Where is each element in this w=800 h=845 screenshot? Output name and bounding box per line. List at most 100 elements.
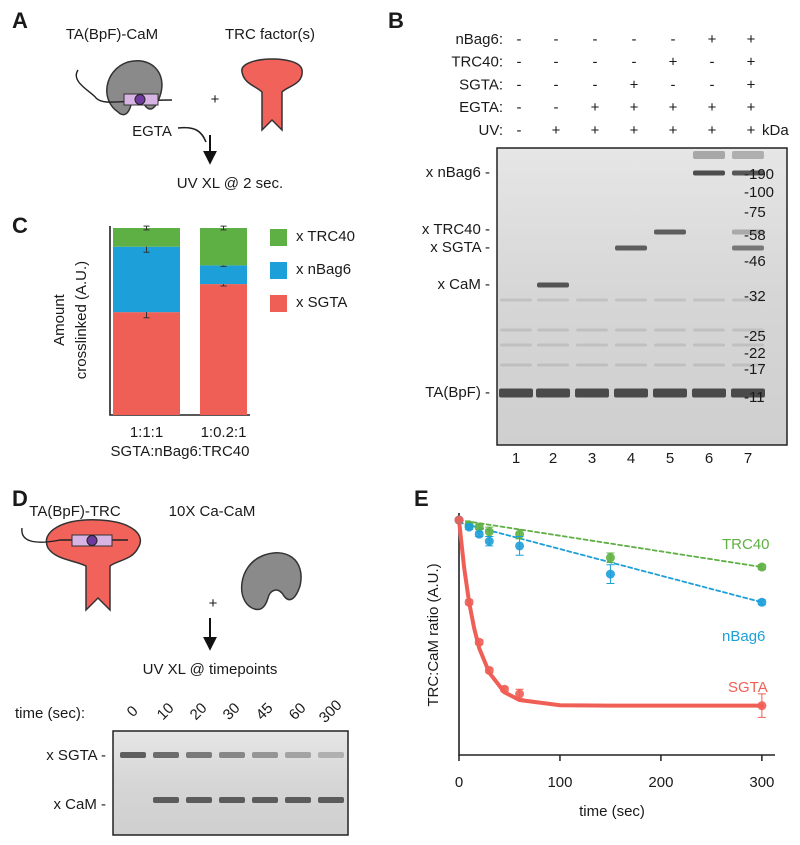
- band: [500, 298, 532, 302]
- band-label: x nBag6 -: [426, 164, 490, 181]
- condition-label: SGTA:: [459, 76, 503, 93]
- lane-label: 3: [588, 450, 596, 467]
- time-label: 0: [124, 703, 142, 721]
- band: [654, 328, 686, 332]
- band: [219, 797, 245, 803]
- band: [731, 388, 765, 398]
- condition-mark: -: [710, 54, 715, 71]
- legend-swatch: [270, 295, 287, 312]
- bar-segment: [200, 265, 247, 285]
- band: [537, 282, 569, 288]
- legend-label: x nBag6: [296, 261, 351, 278]
- plus: +: [211, 91, 220, 108]
- band: [732, 170, 764, 176]
- band: [693, 328, 725, 332]
- band: [537, 343, 569, 347]
- band: [285, 752, 311, 758]
- trc-complex-icon: [21, 519, 142, 612]
- plus: +: [209, 595, 218, 612]
- condition-mark: -: [593, 76, 598, 93]
- x-tick-label: 100: [547, 774, 572, 791]
- time-label: 60: [286, 700, 310, 724]
- legend-swatch: [270, 262, 287, 279]
- y-axis-label: Amount: [51, 293, 68, 346]
- band-label: x TRC40 -: [422, 221, 490, 238]
- band: [500, 328, 532, 332]
- condition-mark: +: [591, 99, 600, 116]
- band: [499, 388, 533, 398]
- substrate-label: TA(BpF)-TRC: [29, 503, 121, 520]
- band: [614, 388, 648, 398]
- band: [732, 245, 764, 251]
- condition-label: nBag6:: [455, 31, 503, 48]
- marker-label: -75: [744, 204, 766, 221]
- band: [654, 229, 686, 235]
- band: [576, 328, 608, 332]
- step-label: UV XL @ 2 sec.: [177, 175, 283, 192]
- condition-mark: +: [708, 122, 717, 139]
- band: [732, 343, 764, 347]
- data-point: [757, 701, 767, 711]
- gel: [112, 730, 349, 836]
- legend-label: x SGTA: [296, 294, 347, 311]
- gel-bands: [120, 752, 344, 803]
- cam-icon: [240, 552, 302, 611]
- band: [285, 797, 311, 803]
- band: [576, 343, 608, 347]
- band: [615, 245, 647, 251]
- unit-label: kDa: [762, 122, 789, 139]
- marker-label: -22: [744, 345, 766, 362]
- lane-label: 1: [512, 450, 520, 467]
- factor-label: TRC factor(s): [225, 26, 315, 43]
- band: [732, 151, 764, 159]
- step-label: UV XL @ timepoints: [143, 661, 278, 678]
- bar-segment: [200, 228, 247, 266]
- panel-letter: E: [414, 486, 429, 511]
- error-bar: [143, 225, 150, 231]
- band-label: x CaM -: [438, 276, 491, 293]
- band: [654, 343, 686, 347]
- band: [693, 363, 725, 367]
- time-label: 10: [154, 700, 178, 724]
- band: [692, 388, 726, 398]
- band-label: x SGTA -: [430, 239, 490, 256]
- x-tick-label: 200: [648, 774, 673, 791]
- band: [654, 298, 686, 302]
- x-tick-label: 1:1:1: [130, 424, 163, 441]
- band: [615, 343, 647, 347]
- band: [186, 752, 212, 758]
- condition-mark: -: [554, 54, 559, 71]
- band-label: x CaM -: [54, 796, 107, 813]
- marker-label: -100: [744, 184, 774, 201]
- y-axis-label: TRC:CaM ratio (A.U.): [425, 563, 442, 706]
- band: [153, 752, 179, 758]
- band: [693, 151, 725, 159]
- data-point: [474, 522, 484, 532]
- panel-letter: D: [12, 486, 28, 511]
- condition-mark: +: [747, 54, 756, 71]
- band: [252, 797, 278, 803]
- data-point: [464, 522, 474, 532]
- series-label: SGTA: [728, 679, 768, 696]
- band: [536, 388, 570, 398]
- data-point: [757, 562, 767, 572]
- data-point: [484, 527, 494, 537]
- condition-mark: -: [517, 99, 522, 116]
- condition-mark: +: [708, 99, 717, 116]
- x-tick-label: 1:0.2:1: [201, 424, 247, 441]
- condition-mark: +: [669, 99, 678, 116]
- lane-label: 7: [744, 450, 752, 467]
- marker-label: -190: [744, 166, 774, 183]
- bar-segment: [113, 228, 180, 247]
- fit-line: [458, 519, 763, 568]
- band: [219, 752, 245, 758]
- time-label: 300: [316, 697, 346, 727]
- marker-label: -11: [744, 389, 765, 406]
- condition-mark: +: [747, 99, 756, 116]
- band: [693, 298, 725, 302]
- band: [120, 752, 146, 758]
- condition-mark: -: [632, 31, 637, 48]
- band: [732, 328, 764, 332]
- band-label: TA(BpF) -: [425, 384, 490, 401]
